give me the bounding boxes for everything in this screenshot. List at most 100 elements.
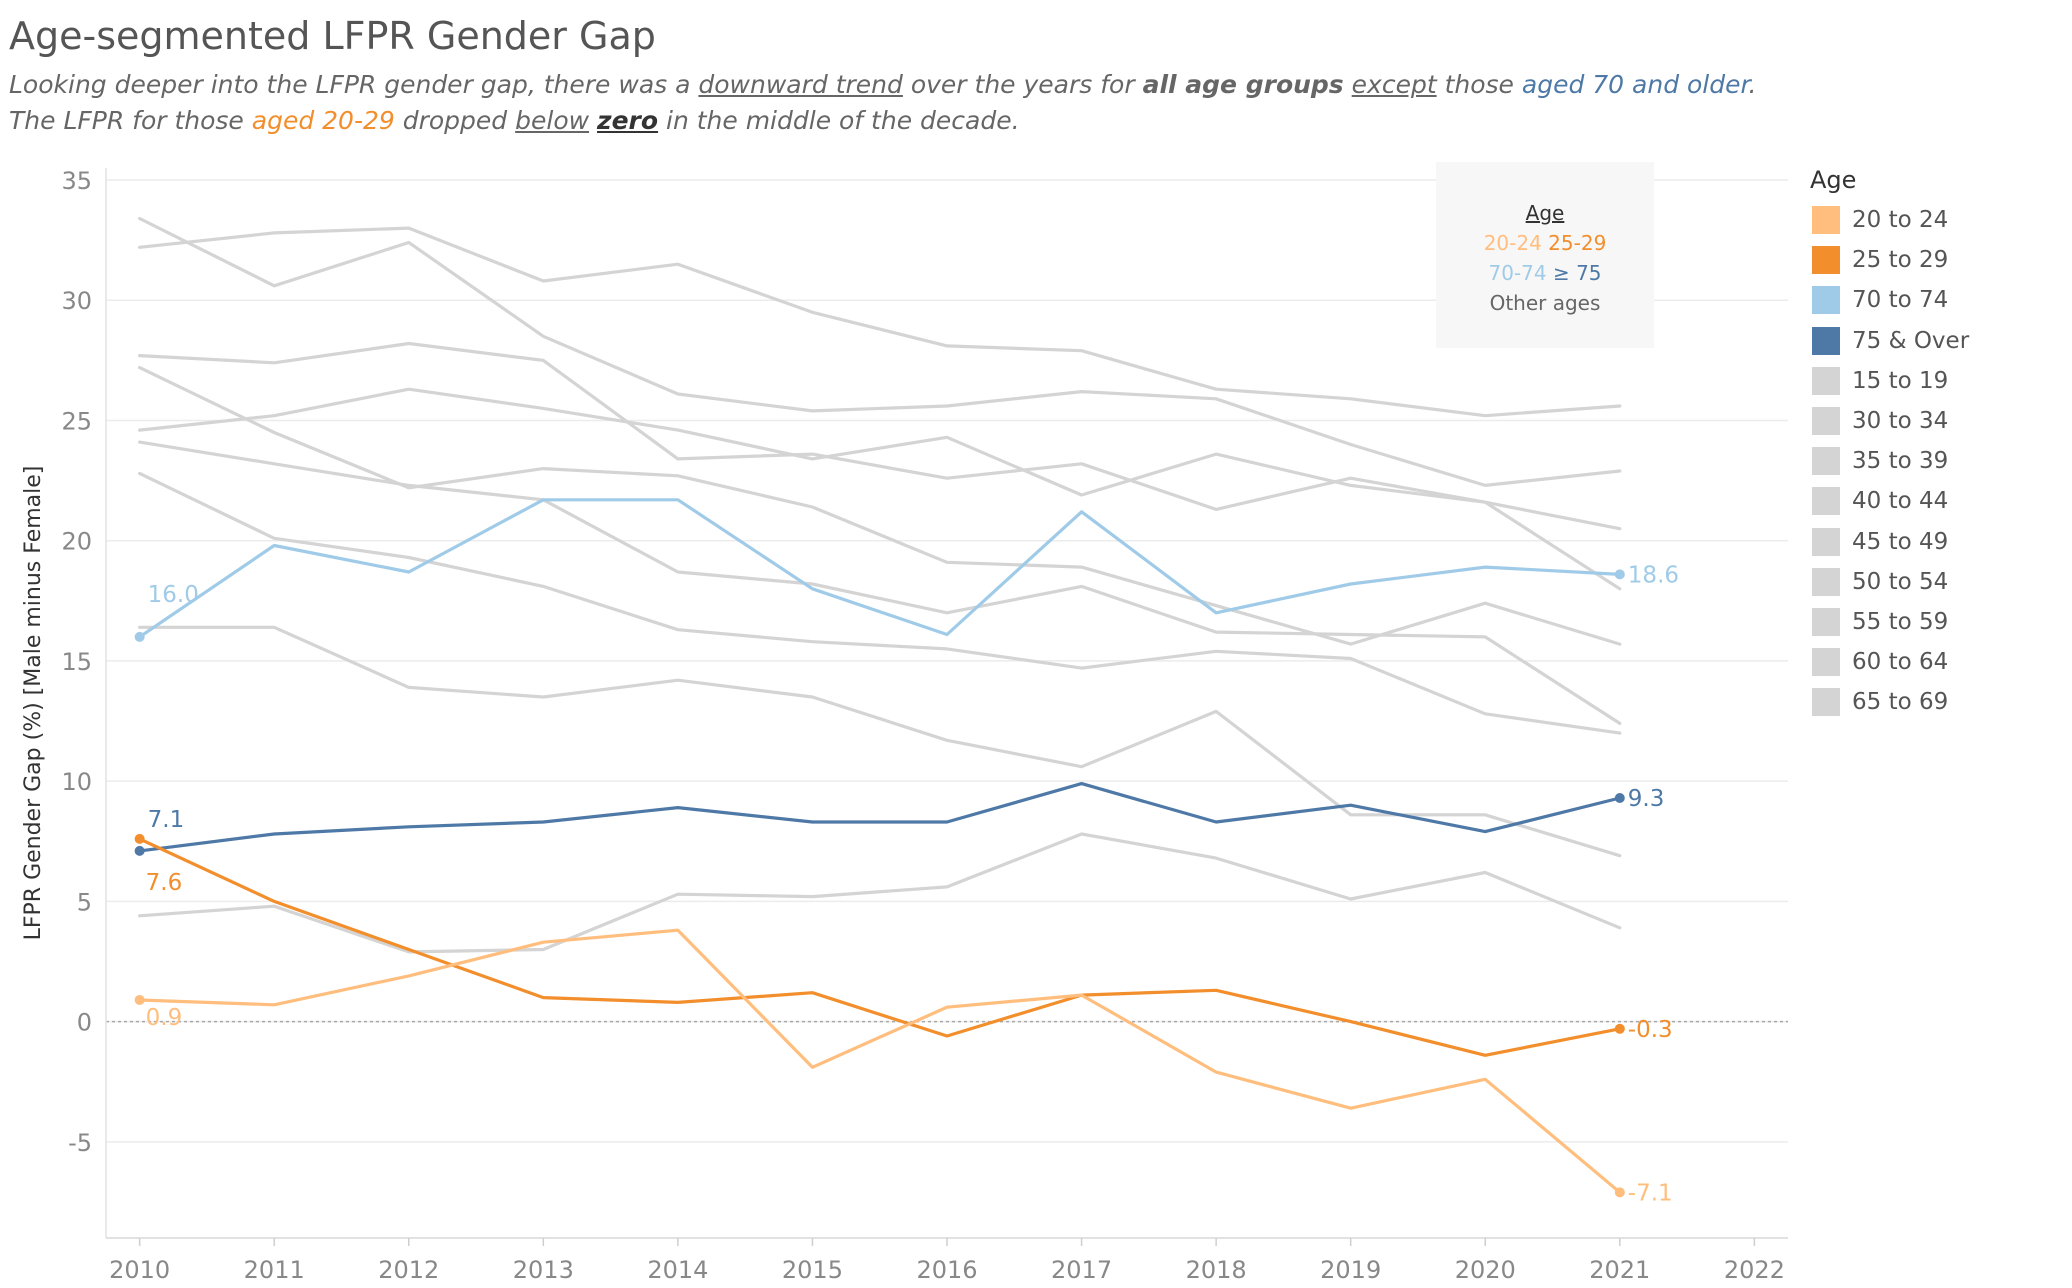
x-tick-label: 2022 <box>1724 1256 1785 1284</box>
y-tick-label: 35 <box>61 167 92 195</box>
y-tick-label: 0 <box>77 1009 92 1037</box>
legend-swatch <box>1812 246 1840 275</box>
series-line-25-to-29 <box>138 837 1622 1057</box>
legend-item[interactable]: 75 & Over <box>1808 321 2058 361</box>
legend-item[interactable]: 20 to 24 <box>1808 200 2058 240</box>
series-line-20-to-24 <box>138 928 1622 1194</box>
series-line-70-to-74 <box>138 498 1622 639</box>
legend-swatch <box>1812 487 1840 516</box>
series-start-marker <box>134 631 145 642</box>
x-tick-label: 2010 <box>109 1256 170 1284</box>
data-label-last: -7.1 <box>1628 1180 1673 1206</box>
data-label-first: 0.9 <box>146 1005 183 1031</box>
legend-item[interactable]: 40 to 44 <box>1808 481 2058 521</box>
legend-item[interactable]: 15 to 19 <box>1808 361 2058 401</box>
legend-item[interactable]: 50 to 54 <box>1808 562 2058 602</box>
x-tick-label: 2012 <box>378 1256 439 1284</box>
color-key-70-74: 70-74 <box>1488 261 1547 285</box>
legend-label: 75 & Over <box>1852 327 1970 354</box>
series-line-45-to-49 <box>138 366 1622 646</box>
legend-label: 65 to 69 <box>1852 689 1949 716</box>
legend-items: 20 to 24 25 to 29 70 to 74 75 & Over 15 to 1… <box>1808 200 2058 722</box>
series-line-35-to-39 <box>138 471 1622 735</box>
legend-swatch <box>1812 688 1840 717</box>
series-end-marker <box>1614 569 1625 580</box>
legend-item[interactable]: 65 to 69 <box>1808 682 2058 722</box>
x-tick-label: 2017 <box>1051 1256 1112 1284</box>
series-line-60-to-64 <box>138 216 1622 487</box>
legend-label: 70 to 74 <box>1852 287 1949 314</box>
subtitle-text: The LFPR for those <box>9 106 252 135</box>
legend-swatch <box>1812 206 1840 235</box>
color-key-75: 75 <box>1576 261 1602 285</box>
subtitle-text: over the years for <box>902 70 1143 99</box>
y-tick-label: 5 <box>77 888 92 916</box>
x-tick-label: 2019 <box>1320 1256 1381 1284</box>
y-tick-label: 15 <box>61 648 92 676</box>
series-line-65-to-69 <box>138 226 1622 418</box>
legend-item[interactable]: 70 to 74 <box>1808 280 2058 320</box>
color-key-annotation: Age 20-24 25-29 70-74 ≥ 75 Other ages <box>1436 162 1654 348</box>
legend-label: 25 to 29 <box>1852 247 1949 274</box>
legend-swatch <box>1812 527 1840 556</box>
legend-item[interactable]: 25 to 29 <box>1808 240 2058 280</box>
legend-swatch <box>1812 326 1840 355</box>
subtitle-emphasis-all-age-groups: all age groups <box>1142 70 1344 99</box>
x-tick-label: 2011 <box>244 1256 305 1284</box>
legend-item[interactable]: 60 to 64 <box>1808 642 2058 682</box>
legend-swatch <box>1812 567 1840 596</box>
y-tick-label: 25 <box>61 407 92 435</box>
data-label-last: 18.6 <box>1628 562 1679 588</box>
color-key-title: Age <box>1525 201 1565 225</box>
color-key-20-24: 20-24 <box>1483 231 1542 255</box>
subtitle-emphasis-aged-20-29: aged 20-29 <box>251 106 395 135</box>
y-axis-title: LFPR Gender Gap (%) [Male minus Female] <box>21 466 46 941</box>
data-label-first: 7.1 <box>148 807 185 833</box>
x-tick-label: 2020 <box>1455 1256 1516 1284</box>
legend-item[interactable]: 35 to 39 <box>1808 441 2058 481</box>
legend-label: 15 to 19 <box>1852 367 1949 394</box>
series-line-50-to-54 <box>138 341 1622 591</box>
legend-swatch <box>1812 407 1840 436</box>
color-key-row-old: 70-74 ≥ 75 <box>1436 258 1654 288</box>
legend-label: 35 to 39 <box>1852 448 1949 475</box>
legend-swatch <box>1812 366 1840 395</box>
legend-title: Age <box>1810 166 1857 194</box>
y-tick-label: 10 <box>61 768 92 796</box>
series-end-marker <box>1614 1023 1625 1034</box>
legend-item[interactable]: 30 to 34 <box>1808 401 2058 441</box>
x-tick-label: 2018 <box>1186 1256 1247 1284</box>
subtitle-emphasis-below: below <box>515 106 590 135</box>
legend-label: 60 to 64 <box>1852 649 1949 676</box>
y-tick-label: 30 <box>61 287 92 315</box>
series-line-30-to-34 <box>138 625 1622 858</box>
legend-swatch <box>1812 607 1840 636</box>
legend: Age 20 to 24 25 to 29 70 to 74 75 & Over 15 … <box>1808 166 2058 722</box>
series-line-15-to-19 <box>138 832 1622 954</box>
subtitle-emphasis-except: except <box>1351 70 1437 99</box>
y-tick-label: -5 <box>68 1129 92 1157</box>
legend-swatch <box>1812 648 1840 677</box>
legend-label: 55 to 59 <box>1852 608 1949 635</box>
legend-item[interactable]: 55 to 59 <box>1808 602 2058 642</box>
legend-label: 40 to 44 <box>1852 488 1949 515</box>
legend-item[interactable]: 45 to 49 <box>1808 522 2058 562</box>
series-end-marker <box>1614 792 1625 803</box>
data-label-first: 16.0 <box>148 582 199 608</box>
series-start-marker <box>134 845 145 856</box>
color-key-25-29: 25-29 <box>1548 231 1607 255</box>
subtitle-text: those <box>1436 70 1522 99</box>
subtitle-text: in the middle of the decade. <box>658 106 1020 135</box>
chart-title: Age-segmented LFPR Gender Gap <box>9 14 656 58</box>
data-label-last: -0.3 <box>1628 1017 1673 1043</box>
color-key-row-young: 20-24 25-29 <box>1436 228 1654 258</box>
subtitle-emphasis-downward-trend: downward trend <box>698 70 903 99</box>
series-end-marker <box>1614 1187 1625 1198</box>
subtitle-text: . <box>1748 70 1757 99</box>
series-start-marker <box>134 833 145 844</box>
x-tick-label: 2015 <box>782 1256 843 1284</box>
legend-label: 20 to 24 <box>1852 207 1949 234</box>
color-key-other-ages: Other ages <box>1489 291 1601 315</box>
legend-label: 50 to 54 <box>1852 568 1949 595</box>
